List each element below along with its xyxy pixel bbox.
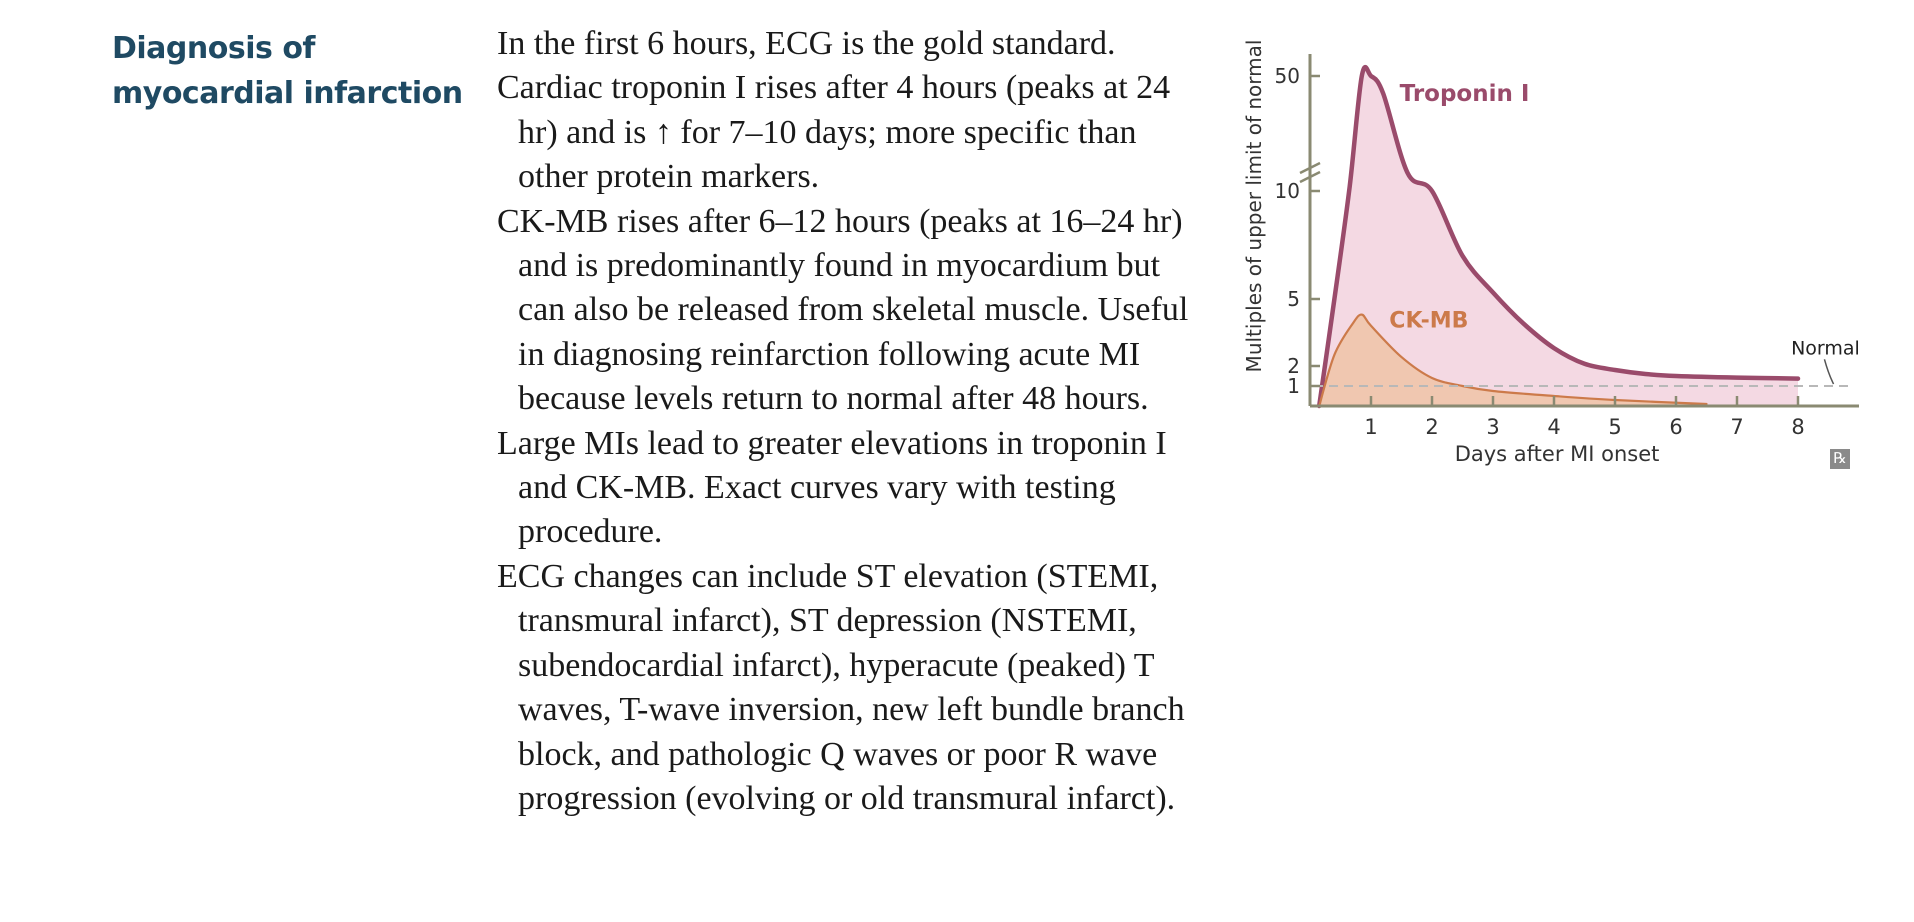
y-tick-label: 50 — [1275, 64, 1300, 88]
axis-break-mark — [1299, 170, 1321, 184]
paragraph-ck-mb: CK-MB rises after 6–12 hours (peaks at 1… — [497, 202, 1189, 418]
x-tick-label: 8 — [1791, 415, 1804, 439]
x-tick-label: 3 — [1486, 415, 1499, 439]
normal-label: Normal — [1791, 338, 1860, 360]
y-tick-label: 1 — [1287, 374, 1300, 398]
x-tick-label: 1 — [1364, 415, 1377, 439]
y-axis-title: Multiples of upper limit of normal — [1242, 40, 1266, 372]
ck-mb-area — [1319, 314, 1707, 406]
y-tick-label: 10 — [1275, 179, 1300, 203]
x-tick-label: 2 — [1425, 415, 1438, 439]
ck-mb-label: CK-MB — [1389, 309, 1468, 334]
heading-line-1: Diagnosis of — [112, 31, 315, 66]
paragraph-ecg-gold-standard: In the first 6 hours, ECG is the gold st… — [497, 25, 1116, 62]
rx-logo-icon: ℞ — [1830, 449, 1850, 469]
paragraph-troponin: Cardiac troponin I rises after 4 hours (… — [497, 69, 1171, 196]
body-text: In the first 6 hours, ECG is the gold st… — [497, 22, 1197, 821]
x-tick-label: 5 — [1608, 415, 1621, 439]
x-tick-label: 6 — [1669, 415, 1682, 439]
ck-mb-line — [1318, 313, 1708, 408]
troponin-i-line — [1316, 64, 1801, 409]
x-axis-title: Days after MI onset — [1455, 442, 1660, 466]
heading-line-2: myocardial infarction — [112, 76, 463, 111]
section-heading: Diagnosis of myocardial infarction — [112, 26, 472, 116]
troponin-i-label: Troponin I — [1400, 81, 1530, 107]
y-tick-label: 5 — [1287, 287, 1300, 311]
x-tick-label: 7 — [1730, 415, 1743, 439]
axis-break-mark — [1299, 161, 1321, 175]
x-tick-label: 4 — [1547, 415, 1560, 439]
normal-pointer — [1823, 359, 1835, 385]
troponin-i-area — [1319, 67, 1798, 407]
paragraph-ecg-changes: ECG changes can include ST elevation (ST… — [497, 557, 1185, 817]
y-tick-label: 2 — [1287, 354, 1300, 378]
paragraph-large-mi: Large MIs lead to greater elevations in … — [497, 424, 1167, 551]
